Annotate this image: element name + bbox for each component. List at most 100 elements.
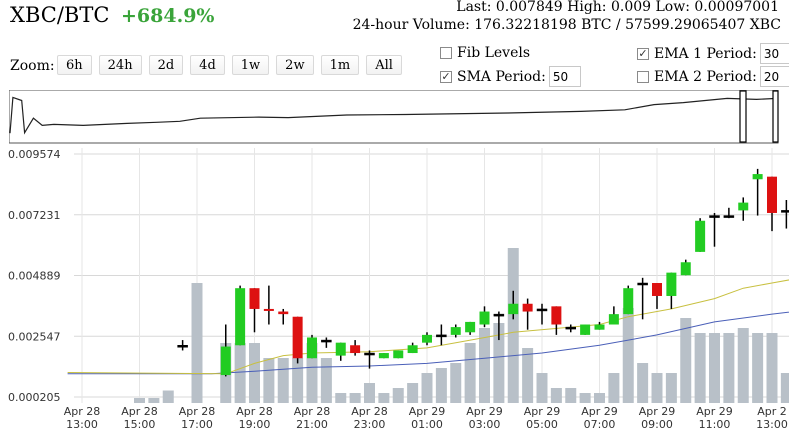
sma-period-input[interactable] <box>548 66 581 87</box>
volume-bar <box>766 333 778 403</box>
volume-bar <box>622 308 634 403</box>
volume-bar <box>522 348 534 403</box>
candle-body <box>364 352 375 356</box>
candle-body <box>508 303 519 315</box>
volume-bar <box>594 393 605 403</box>
candle-body <box>637 282 648 286</box>
price-stats: Last: 0.007849 High: 0.009 Low: 0.000970… <box>456 0 779 15</box>
volume-bar <box>752 333 764 403</box>
y-tick-label: 0.007231 <box>8 209 61 222</box>
x-tick-label: Apr 29 <box>696 405 733 418</box>
volume-bar <box>335 393 347 403</box>
candle-body <box>220 346 231 376</box>
zoom-all-button[interactable]: All <box>366 55 402 75</box>
volume-bar <box>162 390 174 403</box>
volume-bar <box>479 328 490 403</box>
volume-bar <box>507 248 519 403</box>
navigator-handle <box>772 90 779 143</box>
volume-bar <box>249 343 260 403</box>
volume-bar <box>364 383 375 403</box>
x-tick-label: Apr 28 <box>64 405 101 418</box>
candle-body <box>235 288 246 346</box>
x-tick-label: 13:00 <box>66 418 98 431</box>
volume-bar <box>579 393 591 403</box>
volume-bar <box>565 388 577 403</box>
zoom-2d-button[interactable]: 2d <box>148 55 184 75</box>
ema2-option: EMA 2 Period: <box>637 66 789 87</box>
x-tick-label: 07:00 <box>584 418 616 431</box>
ema1-period-input[interactable] <box>759 43 789 64</box>
volume-bar <box>723 333 735 403</box>
x-tick-label: 19:00 <box>239 418 271 431</box>
ema1-checkbox[interactable]: ✓ <box>637 46 649 60</box>
candle-body <box>652 283 662 296</box>
zoom-24h-button[interactable]: 24h <box>98 55 142 75</box>
x-tick-label: Apr 29 <box>581 405 618 418</box>
x-tick-label: 03:00 <box>469 418 501 431</box>
zoom-2w-button[interactable]: 2w <box>276 55 314 75</box>
volume-bar <box>306 343 318 403</box>
zoom-6h-button[interactable]: 6h <box>57 55 92 75</box>
volume-bar <box>277 358 289 403</box>
volume-bar <box>378 393 390 403</box>
navigator-handle <box>739 90 747 143</box>
x-tick-label: 11:00 <box>699 418 731 431</box>
candle-body <box>623 288 634 315</box>
candle-body <box>278 311 289 315</box>
volume-bar <box>737 328 749 403</box>
volume-bar <box>450 363 462 403</box>
candle-body <box>680 262 691 276</box>
candle-body <box>594 324 605 330</box>
candle-body <box>580 324 591 335</box>
volume-bar <box>435 368 447 403</box>
x-tick-label: 23:00 <box>354 418 386 431</box>
candle-body <box>479 311 490 325</box>
zoom-1m-button[interactable]: 1m <box>320 55 360 75</box>
volume-bar <box>709 333 720 403</box>
navigator-line <box>9 96 778 135</box>
y-tick-label: 0.000205 <box>8 391 61 404</box>
x-tick-label: 17:00 <box>181 418 213 431</box>
zoom-label: Zoom: <box>10 58 55 74</box>
x-tick-label: Apr 29 <box>409 405 446 418</box>
price-change: +684.9% <box>121 5 215 27</box>
x-tick-label: Apr 28 <box>236 405 273 418</box>
candle-body <box>536 308 548 312</box>
candlestick-chart[interactable]: 0.009574 0.007231 0.004889 0.002547 0.000205… <box>0 144 789 444</box>
sma-label: SMA Period: <box>457 68 546 85</box>
zoom-buttons: 6h 24h 2d 4d 1w 2w 1m All <box>57 55 402 75</box>
sma-checkbox[interactable]: ✓ <box>440 69 452 83</box>
ema2-period-input[interactable] <box>759 66 789 87</box>
x-tick-label: Apr 28 <box>121 405 158 418</box>
volume-bar <box>148 398 160 403</box>
volume-bar <box>191 283 203 403</box>
ema2-checkbox[interactable] <box>637 70 649 83</box>
navigator-chart[interactable] <box>9 90 779 144</box>
fib-levels-option[interactable]: Fib Levels <box>440 45 530 61</box>
candle-body <box>263 308 274 311</box>
x-tick-label: Apr 29 <box>466 405 503 418</box>
candle-body <box>666 272 677 296</box>
ema2-label: EMA 2 Period: <box>654 68 757 85</box>
volume-bar <box>349 393 361 403</box>
x-tick-label: Apr 29 <box>639 405 676 418</box>
candle-body <box>781 210 789 213</box>
x-tick-label: Apr 29 <box>524 405 561 418</box>
pair-title: XBC/BTC <box>10 3 110 27</box>
zoom-4d-button[interactable]: 4d <box>190 55 225 75</box>
candle-body <box>493 313 505 317</box>
volume-bar <box>651 373 663 403</box>
volume-bar <box>234 343 246 403</box>
x-tick-label: 01:00 <box>411 418 443 431</box>
fib-levels-label: Fib Levels <box>457 45 531 61</box>
volume-bar <box>407 383 419 403</box>
fib-levels-checkbox[interactable] <box>440 47 452 59</box>
candle-body <box>292 316 303 359</box>
zoom-1w-button[interactable]: 1w <box>231 55 270 75</box>
candle-body <box>378 353 389 359</box>
candle-body <box>551 306 562 325</box>
candle-body <box>422 334 432 343</box>
candle-body <box>307 337 317 359</box>
y-tick-label: 0.004889 <box>8 270 61 283</box>
volume-bar <box>608 373 620 403</box>
